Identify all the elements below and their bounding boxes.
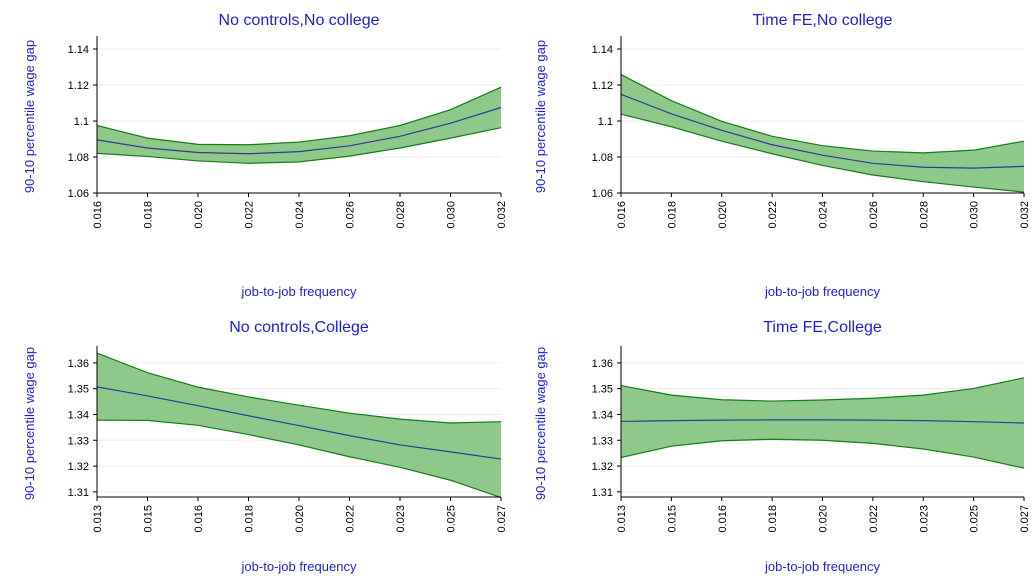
x-tick-label: 0.015 [666, 505, 678, 533]
x-tick-label: 0.015 [143, 505, 155, 533]
x-tick-label: 0.022 [868, 505, 880, 533]
panel-title: Time FE,No college [753, 12, 893, 29]
x-tick-label: 0.030 [446, 201, 458, 229]
estimate-line [96, 386, 502, 460]
x-tick-label: 0.032 [496, 201, 508, 229]
y-tick-label: 1.1 [74, 116, 89, 128]
y-tick-label: 1.33 [592, 435, 613, 447]
lower-bound-line [620, 438, 1025, 469]
upper-bound-line [96, 352, 502, 424]
x-tick-label: 0.020 [193, 201, 205, 229]
chart-panel-2: 1.06 1.08 1.1 1.12 1.14 0.016 0.018 0.020 0.022 0… [533, 12, 1031, 299]
x-tick-label: 0.018 [244, 505, 256, 533]
upper-bound-line [620, 377, 1025, 402]
y-tick-label: 1.34 [592, 409, 613, 421]
x-tick-label: 0.016 [616, 201, 628, 229]
x-tick-label: 0.026 [345, 201, 357, 229]
x-axis-label: job-to-job frequency [764, 559, 880, 574]
upper-bound-line [620, 74, 1025, 154]
x-tick-label: 0.018 [767, 505, 779, 533]
x-tick-label: 0.022 [767, 201, 779, 229]
x-tick-label: 0.032 [1019, 201, 1031, 229]
x-tick-label: 0.026 [868, 201, 880, 229]
x-tick-label: 0.013 [616, 505, 628, 533]
y-tick-label: 1.35 [592, 384, 613, 396]
x-tick-label: 0.025 [969, 505, 981, 533]
x-tick-label: 0.016 [193, 505, 205, 533]
chart-panel-1: 1.06 1.08 1.1 1.12 1.14 0.016 0.018 0.020 0.022 0… [22, 12, 508, 299]
y-tick-label: 1.31 [68, 487, 89, 499]
y-tick-label: 1.06 [592, 188, 613, 200]
y-tick-label: 1.32 [68, 461, 89, 473]
y-tick-label: 1.34 [68, 409, 89, 421]
x-tick-label: 0.023 [918, 505, 930, 533]
y-tick-label: 1.36 [592, 358, 613, 370]
y-tick-label: 1.32 [592, 461, 613, 473]
confidence-band [97, 87, 501, 164]
x-tick-label: 0.027 [496, 505, 508, 533]
x-tick-label: 0.022 [345, 505, 357, 533]
x-tick-label: 0.023 [395, 505, 407, 533]
y-tick-label: 1.06 [68, 188, 89, 200]
lower-bound-line [96, 127, 502, 164]
x-tick-label: 0.016 [92, 201, 104, 229]
x-tick-label: 0.016 [717, 505, 729, 533]
y-tick-label: 1.08 [68, 152, 89, 164]
y-tick-label: 1.1 [598, 116, 613, 128]
y-tick-label: 1.08 [592, 152, 613, 164]
x-tick-label: 0.027 [1019, 505, 1031, 533]
x-tick-label: 0.020 [294, 505, 306, 533]
x-axis-label: job-to-job frequency [241, 559, 357, 574]
lower-bound-line [620, 113, 1025, 193]
y-tick-label: 1.31 [592, 487, 613, 499]
x-tick-label: 0.022 [244, 201, 256, 229]
x-tick-label: 0.020 [818, 505, 830, 533]
x-tick-label: 0.020 [717, 201, 729, 229]
y-tick-label: 1.35 [68, 384, 89, 396]
estimate-line [620, 419, 1025, 424]
x-tick-label: 0.028 [395, 201, 407, 229]
chart-panel-3: 1.31 1.32 1.33 1.34 1.35 1.36 0.013 0.015 0.016 0… [22, 319, 508, 574]
confidence-band [621, 377, 1024, 469]
lower-bound-line [96, 419, 502, 499]
y-tick-label: 1.33 [68, 435, 89, 447]
panel-title: Time FE,College [763, 319, 882, 336]
y-tick-label: 1.14 [68, 44, 89, 56]
panel-title: No controls,College [229, 319, 369, 336]
x-tick-label: 0.028 [918, 201, 930, 229]
y-tick-label: 1.12 [68, 80, 89, 92]
x-tick-label: 0.024 [294, 201, 306, 229]
y-axis-label: 90-10 percentile wage gap [22, 347, 37, 500]
y-axis-label: 90-10 percentile wage gap [533, 347, 548, 500]
x-tick-label: 0.025 [446, 505, 458, 533]
y-tick-label: 1.36 [68, 358, 89, 370]
x-tick-label: 0.030 [969, 201, 981, 229]
panel-title: No controls,No college [219, 12, 380, 29]
x-tick-label: 0.013 [92, 505, 104, 533]
y-tick-label: 1.14 [592, 44, 613, 56]
chart-panel-4: 1.31 1.32 1.33 1.34 1.35 1.36 0.013 0.015 0.016 0… [533, 319, 1031, 574]
upper-bound-line [96, 86, 502, 146]
x-tick-label: 0.018 [666, 201, 678, 229]
confidence-band [621, 74, 1024, 193]
estimate-line [620, 93, 1025, 169]
x-axis-label: job-to-job frequency [764, 284, 880, 299]
x-axis-label: job-to-job frequency [241, 284, 357, 299]
x-tick-label: 0.024 [818, 201, 830, 229]
y-axis-label: 90-10 percentile wage gap [22, 40, 37, 193]
x-tick-label: 0.018 [143, 201, 155, 229]
y-tick-label: 1.12 [592, 80, 613, 92]
estimate-line [96, 106, 502, 155]
y-axis-label: 90-10 percentile wage gap [533, 40, 548, 193]
